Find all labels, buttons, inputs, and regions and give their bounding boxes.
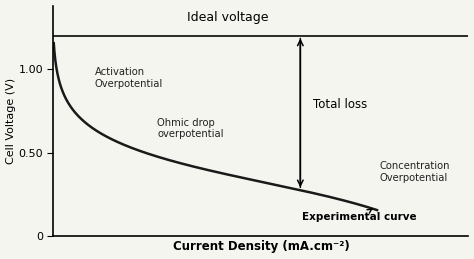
Y-axis label: Cell Voltage (V): Cell Voltage (V) <box>6 78 16 164</box>
Text: Activation
Overpotential: Activation Overpotential <box>95 67 163 89</box>
Text: Ideal voltage: Ideal voltage <box>187 11 268 24</box>
Text: Experimental curve: Experimental curve <box>302 209 417 222</box>
X-axis label: Current Density (mA.cm⁻²): Current Density (mA.cm⁻²) <box>173 240 349 254</box>
Text: Concentration
Overpotential: Concentration Overpotential <box>379 161 450 183</box>
Text: Ohmic drop
overpotential: Ohmic drop overpotential <box>157 118 224 139</box>
Text: Total loss: Total loss <box>313 98 367 111</box>
